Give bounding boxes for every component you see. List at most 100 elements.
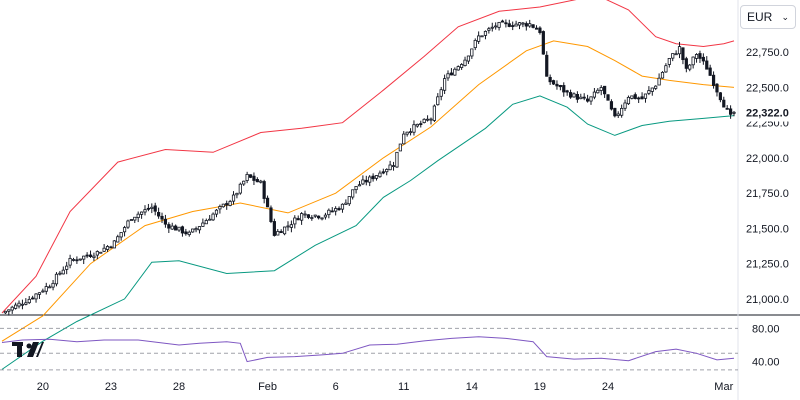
chevron-down-icon: ⌄ xyxy=(781,11,789,22)
candle-body xyxy=(660,71,665,79)
candle-body xyxy=(606,94,610,101)
candle-body xyxy=(136,213,140,218)
candle-body xyxy=(92,255,96,258)
candle-body xyxy=(494,25,498,28)
oscillator-line xyxy=(1,336,735,363)
candle-body xyxy=(364,179,368,183)
candle-body xyxy=(296,218,300,221)
candle-body xyxy=(395,151,399,168)
candle-body xyxy=(31,297,35,300)
time-axis-tick: 6 xyxy=(333,381,339,393)
candle-body xyxy=(300,213,304,221)
candle-body xyxy=(419,123,423,125)
candle-body xyxy=(483,30,488,36)
candle-body xyxy=(694,54,699,59)
candle-body xyxy=(61,269,65,275)
candle-body xyxy=(248,174,253,178)
candle-body xyxy=(51,282,55,288)
candle-body xyxy=(279,231,283,234)
candle-body xyxy=(473,39,477,49)
candle-body xyxy=(592,91,597,98)
candle-body xyxy=(640,96,644,100)
candle-body xyxy=(204,220,208,225)
candle-body xyxy=(255,179,259,183)
candle-body xyxy=(630,95,634,99)
candle-body xyxy=(143,209,147,213)
candle-body xyxy=(572,93,576,98)
time-axis-tick: Feb xyxy=(258,381,277,393)
candle-body xyxy=(317,215,321,219)
candle-body xyxy=(150,206,154,209)
candle-body xyxy=(225,203,229,206)
price-axis-tick: 22,750.0 xyxy=(746,47,789,59)
candle-body xyxy=(14,304,18,309)
candle-body xyxy=(425,118,430,121)
candle-body xyxy=(504,22,508,25)
oscillator-axis-tick: 80.00 xyxy=(752,323,780,335)
candle-body xyxy=(514,23,518,27)
candle-body xyxy=(109,246,113,249)
tradingview-logo-icon[interactable] xyxy=(12,342,44,358)
candle-body xyxy=(34,293,38,300)
candle-body xyxy=(643,93,648,99)
candle-body xyxy=(487,28,491,31)
time-axis-tick: 28 xyxy=(173,381,185,393)
candle-body xyxy=(599,87,603,91)
candle-body xyxy=(616,113,620,116)
price-axis-tick: 21,500.0 xyxy=(746,223,789,235)
candle-body xyxy=(351,189,355,198)
candle-body xyxy=(671,53,675,59)
candle-body xyxy=(391,165,396,168)
last-price-tag: 22,322.0 xyxy=(746,108,789,120)
candle-body xyxy=(218,206,222,210)
candle-body xyxy=(99,251,103,254)
candle-body xyxy=(558,85,562,88)
candle-body xyxy=(177,226,181,231)
candle-body xyxy=(623,102,627,109)
candle-body xyxy=(58,272,62,275)
candle-body xyxy=(534,27,539,30)
candle-body xyxy=(664,65,668,73)
bollinger-basis-line xyxy=(1,40,735,342)
candle-body xyxy=(293,217,297,225)
candle-body xyxy=(252,175,256,181)
candle-body xyxy=(378,172,382,178)
candle-body xyxy=(272,221,276,236)
time-axis-tick: 23 xyxy=(105,381,117,393)
candle-body xyxy=(657,77,661,86)
candle-body xyxy=(436,96,440,106)
candle-body xyxy=(439,89,443,97)
bollinger-upper-line xyxy=(1,0,735,314)
candle-body xyxy=(27,298,31,304)
candle-body xyxy=(211,213,215,221)
candle-body xyxy=(402,133,406,145)
candle-body xyxy=(160,215,164,220)
candle-body xyxy=(44,286,48,292)
candle-body xyxy=(582,96,586,99)
candle-body xyxy=(415,123,419,127)
candle-body xyxy=(163,218,168,225)
candle-body xyxy=(330,210,334,213)
candle-body xyxy=(191,228,195,233)
candle-body xyxy=(722,99,726,108)
candle-body xyxy=(3,310,8,314)
time-axis-tick: 20 xyxy=(37,381,49,393)
candle-body xyxy=(71,259,76,261)
candle-body xyxy=(691,56,695,66)
candle-body xyxy=(398,143,402,152)
candle-body xyxy=(242,180,246,185)
candle-body xyxy=(470,48,474,57)
candle-body xyxy=(728,108,733,115)
candle-body xyxy=(174,225,178,231)
candle-body xyxy=(725,107,729,110)
candle-body xyxy=(334,208,338,212)
candle-body xyxy=(446,73,450,79)
bollinger-lower-line xyxy=(1,95,735,370)
candle-body xyxy=(555,83,559,87)
candle-body xyxy=(698,53,702,59)
candle-body xyxy=(688,64,692,70)
currency-select[interactable]: EUR ⌄ xyxy=(740,5,796,29)
price-axis-tick: 21,000.0 xyxy=(746,294,789,306)
candle-body xyxy=(460,64,464,68)
